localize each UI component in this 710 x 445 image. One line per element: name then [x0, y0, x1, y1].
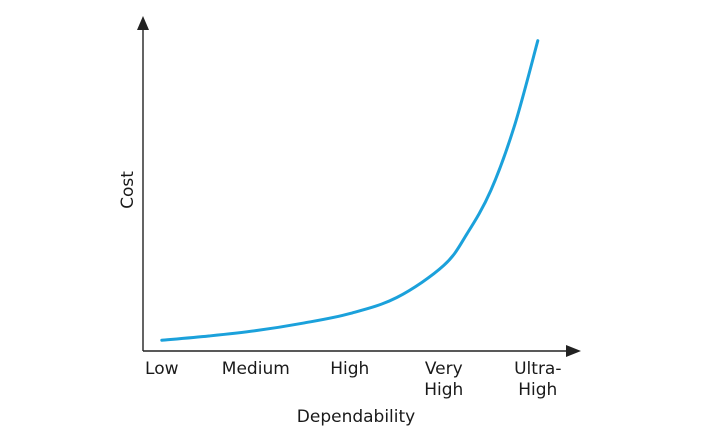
series-layer [160, 39, 540, 342]
series-line-0 [160, 39, 540, 342]
x-tick-label-line: Low [145, 359, 179, 379]
x-axis-title: Dependability [297, 407, 415, 427]
x-axis-arrow [566, 345, 581, 357]
x-tick-label-line: High [518, 380, 557, 400]
x-tick-label: Very High [424, 359, 463, 400]
x-tick-label: Ultra-High [514, 359, 561, 400]
x-tick-label-line: Very [425, 359, 463, 379]
x-tick-label: Medium [222, 359, 290, 379]
labels-layer: Low Medium High Very HighUltra-HighDependabi… [118, 171, 561, 427]
x-tick-label-line: Ultra- [514, 359, 561, 379]
x-tick-label: High [330, 359, 369, 379]
x-tick-label-line: Medium [222, 359, 290, 379]
x-tick-label-line: High [424, 380, 463, 400]
axes [137, 16, 581, 357]
x-tick-label-line: High [330, 359, 369, 379]
x-tick-label: Low [145, 359, 179, 379]
y-axis-arrow [137, 16, 149, 30]
y-axis-title: Cost [118, 171, 138, 209]
